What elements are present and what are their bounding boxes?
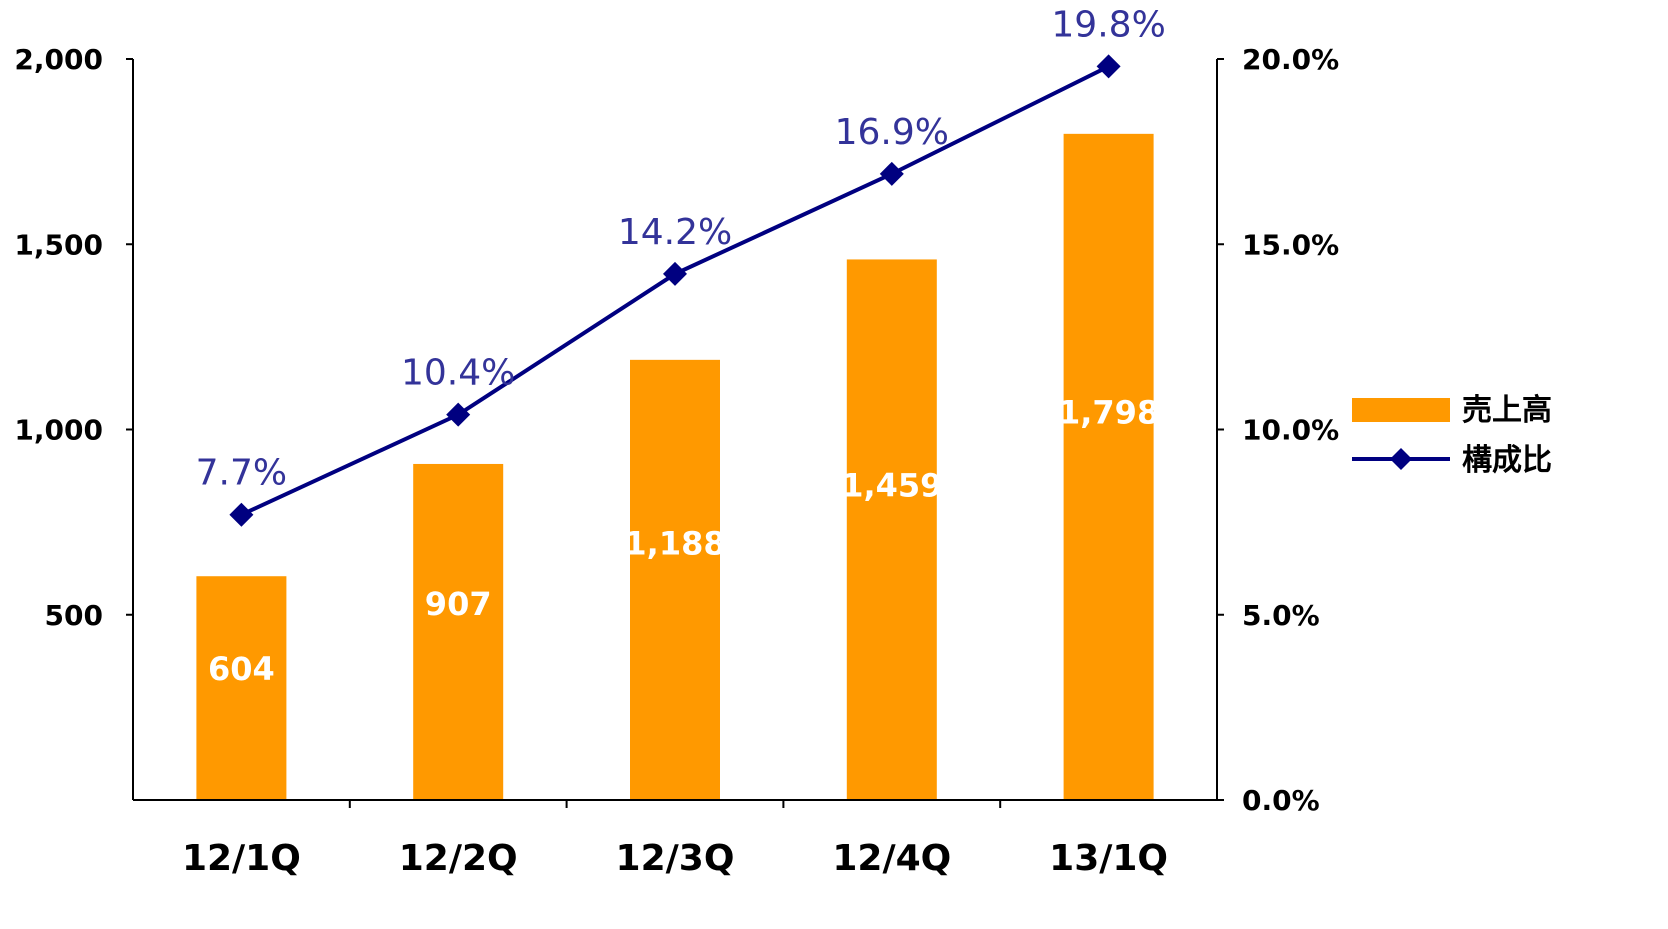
- bar-value-label: 1,798: [1058, 394, 1159, 432]
- line-value-label: 14.2%: [618, 212, 732, 253]
- bar: [846, 259, 937, 800]
- bar: [196, 576, 287, 800]
- y-right-tick-label: 5.0%: [1242, 599, 1320, 632]
- x-tick-label: 12/1Q: [182, 838, 301, 879]
- bar-value-label: 1,188: [624, 525, 725, 563]
- line-marker: [229, 502, 254, 527]
- line-marker: [446, 402, 471, 427]
- legend-line-marker: [1390, 448, 1412, 470]
- line-marker: [1096, 54, 1121, 79]
- line-value-label: 16.9%: [835, 112, 949, 153]
- y-right-tick-label: 0.0%: [1242, 784, 1320, 817]
- bar: [630, 359, 720, 800]
- bar: [413, 463, 504, 800]
- x-tick-label: 12/2Q: [399, 838, 518, 879]
- line-value-label: 7.7%: [196, 453, 287, 494]
- line-marker: [879, 161, 904, 186]
- bar: [1063, 133, 1154, 800]
- bar-value-label: 604: [208, 650, 275, 688]
- x-tick-label: 12/3Q: [616, 838, 735, 879]
- line-value-label: 19.8%: [1051, 4, 1165, 45]
- y-left-tick-label: 500: [45, 599, 103, 632]
- bar-value-label: 1,459: [841, 466, 942, 504]
- y-right-tick-label: 20.0%: [1242, 43, 1339, 76]
- x-tick-label: 12/4Q: [832, 838, 951, 879]
- x-tick-label: 13/1Q: [1049, 838, 1168, 879]
- line-value-label: 10.4%: [401, 353, 515, 394]
- line-marker: [663, 261, 687, 286]
- legend-line-label: 構成比: [1462, 443, 1552, 478]
- legend-bar-label: 売上高: [1462, 393, 1552, 428]
- y-left-tick-label: 1,000: [14, 414, 103, 447]
- legend-bar-swatch: [1352, 398, 1450, 422]
- y-right-tick-label: 15.0%: [1242, 228, 1339, 261]
- bar-value-label: 907: [425, 585, 492, 623]
- y-right-tick-label: 10.0%: [1242, 414, 1339, 447]
- y-left-tick-label: 1,500: [14, 228, 103, 261]
- y-left-tick-label: 2,000: [14, 43, 103, 76]
